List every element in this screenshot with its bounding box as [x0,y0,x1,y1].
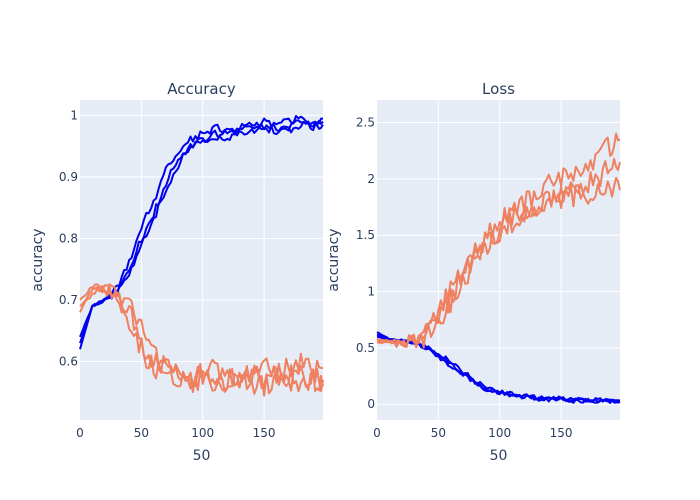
accuracy-series-lines [79,115,324,397]
accuracy-series-line-2 [79,121,324,338]
accuracy-series-line-0 [79,115,324,350]
loss-x-axis-title: 50 [490,448,508,464]
accuracy-series-line-3 [79,283,324,389]
loss-series-lines [376,132,621,404]
loss-tick-labels: 0 50 100 150 0 0.5 1 1.5 2 2.5 [356,116,573,440]
loss-x-tick-label: 0 [373,426,381,440]
accuracy-x-tick-label: 150 [253,426,276,440]
loss-y-tick-label: 1 [367,285,375,299]
accuracy-series-line-5 [79,286,324,397]
loss-x-tick-label: 100 [488,426,511,440]
accuracy-subplot: 0 50 100 150 0.6 0.7 0.8 0.9 1 Accuracy 50 accur… [30,80,324,464]
loss-y-tick-label: 0 [367,397,375,411]
loss-plot-area [377,100,620,420]
accuracy-x-tick-label: 100 [191,426,214,440]
loss-subplot: 0 50 100 150 0 0.5 1 1.5 2 2.5 Loss 50 accuracy [326,80,621,464]
loss-y-tick-label: 0.5 [356,341,375,355]
accuracy-x-tick-label: 0 [76,426,84,440]
loss-x-tick-label: 150 [550,426,573,440]
accuracy-y-tick-label: 0.9 [59,170,78,184]
accuracy-y-axis-title: accuracy [30,228,46,291]
loss-y-tick-label: 2 [367,172,375,186]
loss-x-tick-label: 50 [431,426,446,440]
loss-series-line-5 [376,176,621,348]
accuracy-x-tick-label: 50 [134,426,149,440]
loss-y-axis-title: accuracy [326,228,342,291]
accuracy-y-tick-label: 0.6 [59,355,78,369]
accuracy-y-tick-label: 0.7 [59,293,78,307]
accuracy-y-tick-label: 0.8 [59,231,78,245]
loss-chart-title: Loss [482,80,515,98]
loss-y-tick-label: 2.5 [356,116,375,130]
loss-y-tick-label: 1.5 [356,228,375,242]
accuracy-tick-labels: 0 50 100 150 0.6 0.7 0.8 0.9 1 [59,108,276,440]
accuracy-chart-title: Accuracy [167,80,236,98]
accuracy-x-axis-title: 50 [193,448,211,464]
accuracy-y-tick-label: 1 [70,108,78,122]
